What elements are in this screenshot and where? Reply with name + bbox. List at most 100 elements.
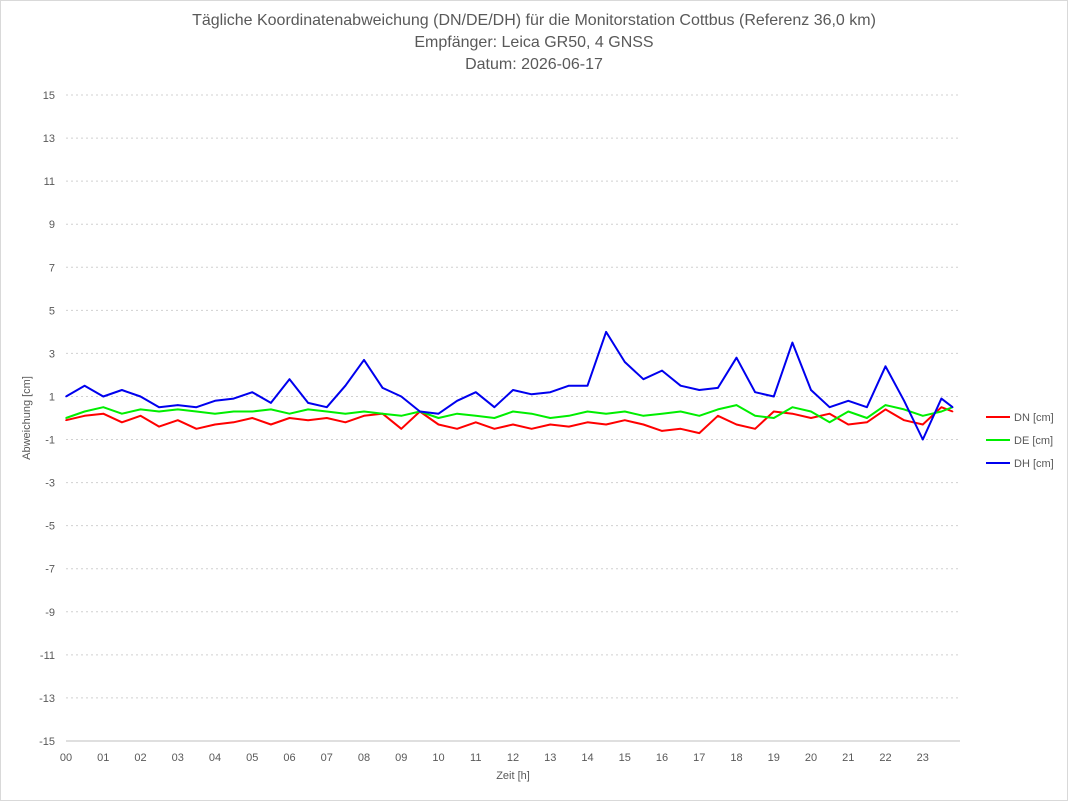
data-point [847, 423, 850, 426]
legend: DN [cm] DE [cm] DH [cm] [986, 412, 1054, 470]
data-point [65, 395, 67, 398]
y-tick-label: -1 [45, 435, 55, 447]
x-tick-label: 10 [432, 752, 444, 764]
y-tick-label: -15 [39, 736, 55, 748]
data-point [530, 428, 533, 430]
data-point [195, 406, 198, 409]
data-point [661, 369, 663, 372]
data-point [922, 438, 924, 441]
data-point [903, 400, 905, 402]
data-point [791, 412, 794, 415]
data-point [288, 378, 291, 381]
x-tick-label: 19 [768, 752, 780, 764]
legend-label: DE [cm] [1014, 435, 1053, 447]
data-point [679, 428, 682, 430]
data-point [288, 412, 291, 415]
data-point [735, 423, 738, 426]
data-point [139, 415, 142, 417]
data-point [400, 428, 403, 430]
data-point [475, 415, 477, 417]
data-point [195, 428, 198, 430]
chart-title-block: Tägliche Koordinatenabweichung (DN/DE/DH… [0, 10, 1068, 76]
x-tick-label: 16 [656, 752, 668, 764]
data-point [419, 410, 421, 413]
data-point [400, 415, 403, 417]
x-tick-label: 06 [283, 752, 295, 764]
data-point [810, 410, 812, 413]
data-point [679, 410, 682, 413]
data-point [661, 412, 663, 415]
x-tick-label: 01 [97, 752, 109, 764]
data-point [698, 432, 701, 434]
data-point [605, 412, 607, 415]
data-point [884, 365, 887, 368]
data-point [437, 417, 440, 419]
x-tick-label: 20 [805, 752, 817, 764]
data-point [810, 389, 812, 391]
y-tick-label: -3 [45, 478, 55, 490]
data-point [344, 384, 347, 387]
data-point [828, 406, 831, 409]
data-point [65, 419, 67, 422]
data-point [307, 408, 309, 411]
data-point [624, 361, 626, 363]
data-point [158, 410, 160, 413]
data-point [810, 417, 812, 419]
data-point [177, 404, 179, 406]
data-point [102, 395, 105, 398]
data-point [177, 419, 179, 422]
legend-label: DN [cm] [1014, 412, 1054, 424]
data-point [624, 419, 626, 422]
data-point [754, 391, 756, 394]
data-point [866, 406, 868, 409]
data-point [158, 406, 160, 409]
y-tick-label: 15 [43, 90, 55, 102]
data-point [530, 393, 533, 396]
data-point [828, 412, 831, 415]
data-point [679, 384, 682, 387]
data-point [326, 417, 328, 419]
data-point [940, 406, 943, 409]
data-point [381, 412, 384, 415]
data-point [307, 402, 309, 404]
data-point [381, 387, 384, 389]
data-point [232, 410, 235, 413]
data-point [326, 406, 328, 409]
data-point [251, 391, 254, 394]
data-point [866, 417, 868, 419]
data-point [586, 421, 589, 424]
data-point [922, 423, 924, 426]
data-point [512, 410, 514, 413]
data-point [791, 341, 794, 344]
data-point [549, 423, 552, 426]
data-point [549, 417, 552, 419]
data-point [456, 412, 458, 415]
data-point [698, 389, 701, 391]
x-tick-label: 04 [209, 752, 221, 764]
y-tick-label: 11 [44, 176, 55, 188]
data-point [475, 421, 477, 424]
data-point [661, 430, 663, 432]
data-point [232, 421, 235, 424]
y-tick-label: 7 [49, 262, 55, 274]
legend-label: DH [cm] [1014, 458, 1054, 470]
series-line-dh [65, 330, 954, 441]
data-point [624, 410, 626, 413]
series-lines [65, 330, 954, 441]
data-point [363, 359, 365, 361]
data-point [512, 389, 514, 391]
data-point [642, 423, 645, 426]
data-point [475, 391, 477, 394]
data-point [642, 378, 645, 381]
y-tick-label: -13 [39, 693, 55, 705]
data-point [773, 410, 775, 413]
data-point [605, 423, 607, 426]
data-point [791, 406, 794, 409]
x-tick-label: 05 [246, 752, 258, 764]
data-point [363, 415, 365, 417]
chart-date: Datum: 2026-06-17 [465, 56, 603, 73]
data-point [158, 425, 160, 428]
data-point [456, 428, 458, 430]
y-axis-title: Abweichung [cm] [21, 376, 33, 460]
data-point [773, 417, 775, 419]
